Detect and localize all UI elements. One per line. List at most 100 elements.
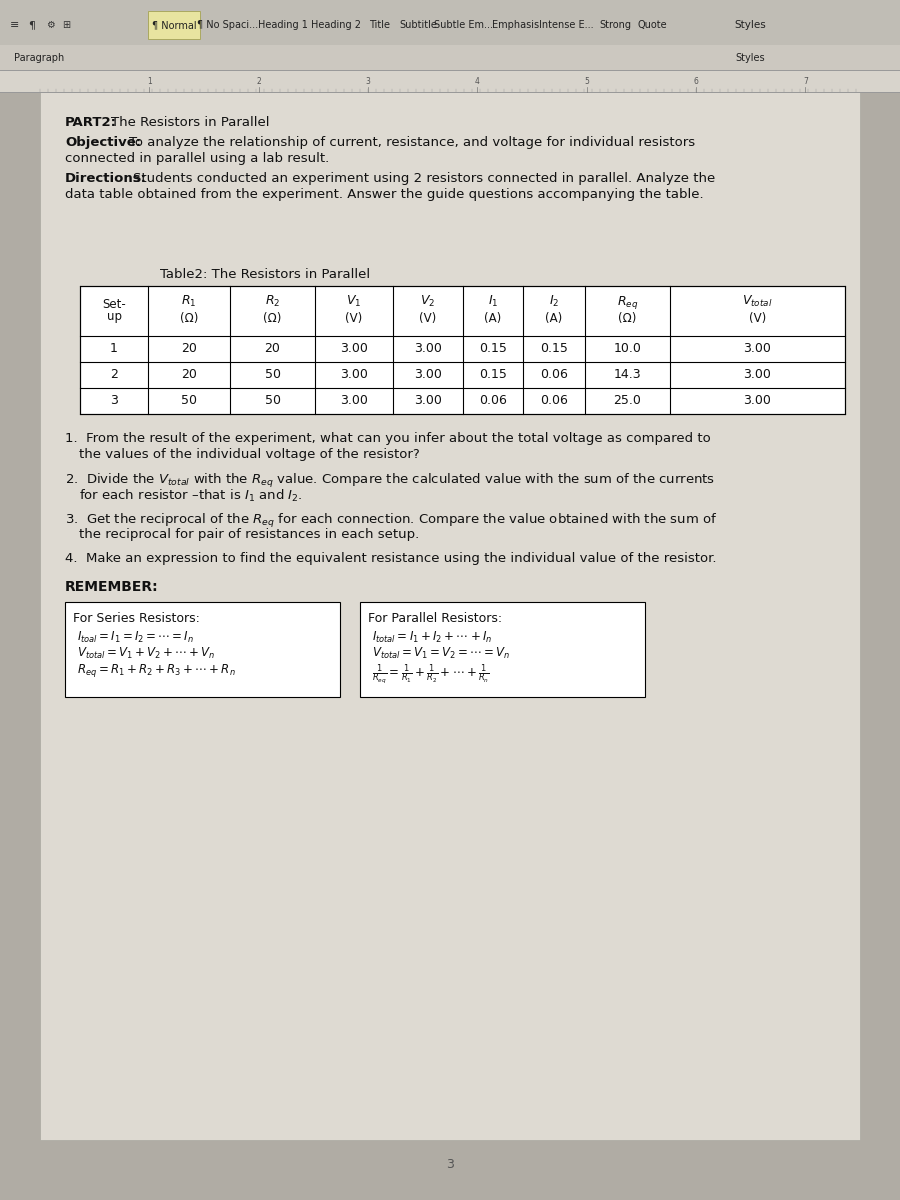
Text: 1: 1 [147, 77, 152, 85]
Text: PART2:: PART2: [65, 116, 117, 128]
Text: $V_{total} = V_1 + V_2 + \cdots + V_n$: $V_{total} = V_1 + V_2 + \cdots + V_n$ [77, 646, 216, 661]
Text: 50: 50 [265, 395, 281, 408]
Text: (Ω): (Ω) [264, 312, 282, 325]
Text: 25.0: 25.0 [614, 395, 642, 408]
Text: 0.15: 0.15 [540, 342, 568, 355]
Text: 3.00: 3.00 [414, 368, 442, 382]
Text: Intense E...: Intense E... [539, 20, 593, 30]
Bar [40, 92, 860, 1140]
Text: Subtle Em...: Subtle Em... [435, 20, 493, 30]
Text: 3.00: 3.00 [414, 395, 442, 408]
Text: Paragraph: Paragraph [14, 53, 64, 62]
Text: 50: 50 [181, 395, 197, 408]
Text: 0.06: 0.06 [479, 395, 507, 408]
Text: ⚙: ⚙ [46, 20, 55, 30]
Text: 3.00: 3.00 [743, 395, 771, 408]
Text: $V_{total}$: $V_{total}$ [742, 294, 773, 310]
Text: $V_1$: $V_1$ [346, 294, 362, 310]
Text: 3.  Get the reciprocal of the $R_{eq}$ for each connection. Compare the value ob: 3. Get the reciprocal of the $R_{eq}$ fo… [65, 512, 717, 530]
Bar [65, 602, 340, 697]
Text: $R_{eq}$: $R_{eq}$ [616, 294, 638, 311]
Text: Styles: Styles [735, 53, 765, 62]
Text: $I_{toal} = I_1 = I_2 = \cdots = I_n$: $I_{toal} = I_1 = I_2 = \cdots = I_n$ [77, 630, 194, 646]
Text: 3: 3 [446, 1158, 454, 1171]
Text: 50: 50 [265, 368, 281, 382]
Text: ≡: ≡ [10, 20, 20, 30]
Bar [80, 286, 845, 414]
Text: For Series Resistors:: For Series Resistors: [73, 612, 200, 625]
Text: Table2: The Resistors in Parallel: Table2: The Resistors in Parallel [160, 268, 370, 281]
Text: $I_2$: $I_2$ [549, 294, 559, 310]
Text: 4: 4 [475, 77, 480, 85]
Text: (V): (V) [346, 312, 363, 325]
Bar [0, 70, 900, 92]
Text: $R_{eq} = R_1 + R_2 + R_3 + \cdots + R_n$: $R_{eq} = R_1 + R_2 + R_3 + \cdots + R_n… [77, 662, 236, 679]
Bar [0, 92, 40, 1200]
Text: 3.00: 3.00 [743, 368, 771, 382]
Text: Emphasis: Emphasis [492, 20, 540, 30]
Text: 0.06: 0.06 [540, 395, 568, 408]
Text: ⊞: ⊞ [62, 20, 70, 30]
Text: $R_1$: $R_1$ [181, 294, 197, 310]
Text: $R_2$: $R_2$ [265, 294, 280, 310]
Text: (A): (A) [545, 312, 562, 325]
Text: 10.0: 10.0 [614, 342, 642, 355]
Text: (Ω): (Ω) [618, 312, 636, 325]
Text: (V): (V) [419, 312, 436, 325]
Bar [860, 92, 900, 1200]
Text: 1.  From the result of the experiment, what can you infer about the total voltag: 1. From the result of the experiment, wh… [65, 432, 711, 445]
Text: Students conducted an experiment using 2 resistors connected in parallel. Analyz: Students conducted an experiment using 2… [133, 172, 716, 185]
Text: (A): (A) [484, 312, 501, 325]
Text: $I_1$: $I_1$ [488, 294, 499, 310]
Text: Strong: Strong [599, 20, 631, 30]
Text: Styles: Styles [734, 20, 766, 30]
Text: 3.00: 3.00 [340, 395, 368, 408]
Text: connected in parallel using a lab result.: connected in parallel using a lab result… [65, 152, 329, 164]
Text: $V_{total} = V_1 = V_2 = \cdots = V_n$: $V_{total} = V_1 = V_2 = \cdots = V_n$ [372, 646, 510, 661]
Text: (Ω): (Ω) [180, 312, 198, 325]
Text: ¶ Normal: ¶ Normal [152, 20, 196, 30]
Text: $I_{total} = I_1 + I_2 + \cdots + I_n$: $I_{total} = I_1 + I_2 + \cdots + I_n$ [372, 630, 492, 646]
Text: $\frac{1}{R_{eq}} = \frac{1}{R_1} + \frac{1}{R_2} + \cdots + \frac{1}{R_n}$: $\frac{1}{R_{eq}} = \frac{1}{R_1} + \fra… [372, 662, 490, 685]
Text: $V_2$: $V_2$ [420, 294, 436, 310]
Text: for each resistor –that is $I_1$ and $I_2$.: for each resistor –that is $I_1$ and $I_… [79, 488, 302, 504]
Text: Quote: Quote [637, 20, 667, 30]
Text: 7: 7 [803, 77, 808, 85]
Text: 3: 3 [365, 77, 371, 85]
Text: To analyze the relationship of current, resistance, and voltage for individual r: To analyze the relationship of current, … [129, 136, 695, 149]
Bar [360, 602, 645, 697]
Text: data table obtained from the experiment. Answer the guide questions accompanying: data table obtained from the experiment.… [65, 188, 704, 200]
Text: Heading 1: Heading 1 [258, 20, 308, 30]
Text: ¶ No Spaci...: ¶ No Spaci... [197, 20, 258, 30]
Bar [148, 11, 200, 38]
Text: For Parallel Resistors:: For Parallel Resistors: [368, 612, 502, 625]
Text: (V): (V) [749, 312, 766, 325]
Text: 3.00: 3.00 [340, 368, 368, 382]
Text: 3.00: 3.00 [414, 342, 442, 355]
Text: 4.  Make an expression to find the equivalent resistance using the individual va: 4. Make an expression to find the equiva… [65, 552, 716, 565]
Text: Directions:: Directions: [65, 172, 147, 185]
Text: REMEMBER:: REMEMBER: [65, 580, 158, 594]
Text: 20: 20 [181, 342, 197, 355]
Text: Subtitle: Subtitle [399, 20, 436, 30]
Text: the values of the individual voltage of the resistor?: the values of the individual voltage of … [79, 448, 419, 461]
Text: Heading 2: Heading 2 [311, 20, 361, 30]
Bar [0, 1140, 900, 1200]
Text: Title: Title [370, 20, 391, 30]
Text: 2: 2 [110, 368, 118, 382]
Text: the reciprocal for pair of resistances in each setup.: the reciprocal for pair of resistances i… [79, 528, 419, 541]
Text: 2: 2 [256, 77, 261, 85]
Text: 5: 5 [584, 77, 590, 85]
Text: ¶: ¶ [28, 20, 35, 30]
Text: 2.  Divide the $V_{total}$ with the $R_{eq}$ value. Compare the calculated value: 2. Divide the $V_{total}$ with the $R_{e… [65, 472, 715, 490]
Text: The Resistors in Parallel: The Resistors in Parallel [111, 116, 269, 128]
Text: 0.15: 0.15 [479, 368, 507, 382]
Text: 6: 6 [694, 77, 698, 85]
Text: 3.00: 3.00 [743, 342, 771, 355]
Text: 20: 20 [181, 368, 197, 382]
Text: up: up [106, 310, 122, 323]
Text: Set-: Set- [102, 298, 126, 311]
Bar [0, 0, 900, 44]
Text: 1: 1 [110, 342, 118, 355]
Text: Objective:: Objective: [65, 136, 141, 149]
